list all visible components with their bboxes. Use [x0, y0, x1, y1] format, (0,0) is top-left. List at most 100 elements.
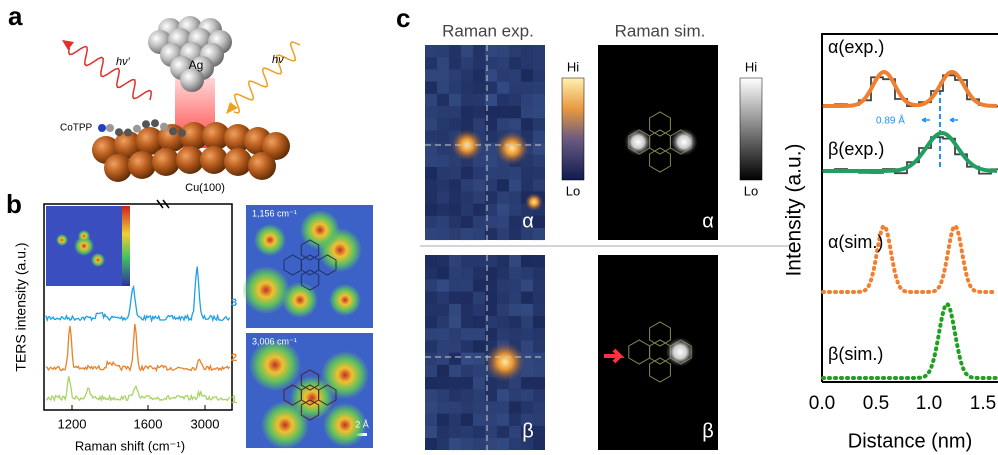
- noise-cell: [449, 413, 461, 426]
- noise-cell: [425, 142, 437, 155]
- noise-cell: [485, 69, 497, 82]
- profile-plot: [821, 33, 998, 383]
- noise-cell: [473, 267, 485, 280]
- noise-cell: [533, 179, 545, 192]
- inset-spot: [78, 230, 90, 242]
- noise-cell: [533, 303, 545, 316]
- sim-spot: [665, 337, 695, 367]
- noise-cell: [533, 142, 545, 155]
- noise-cell: [497, 167, 509, 180]
- colorbar-low: Lo: [566, 183, 580, 198]
- trace-label: 3: [231, 297, 237, 309]
- noise-cell: [521, 316, 533, 329]
- noise-cell: [449, 179, 461, 192]
- map-blob: [290, 376, 334, 420]
- noise-cell: [497, 81, 509, 94]
- noise-cell: [497, 425, 509, 438]
- noise-cell: [425, 279, 437, 292]
- noise-cell: [425, 303, 437, 316]
- molecule-atom: [133, 124, 141, 133]
- noise-cell: [497, 93, 509, 106]
- noise-cell: [473, 279, 485, 291]
- noise-cell: [473, 118, 485, 131]
- photon-label: hν′: [116, 56, 131, 68]
- noise-cell: [437, 316, 449, 329]
- noise-cell: [449, 215, 461, 228]
- molecule-atom: [178, 128, 186, 137]
- noise-cell: [461, 167, 473, 180]
- noise-cell: [485, 279, 497, 292]
- noise-cell: [437, 438, 449, 451]
- noise-cell: [473, 425, 485, 438]
- molecule-ring: [649, 321, 671, 347]
- noise-cell: [425, 106, 437, 119]
- noise-cell: [425, 45, 437, 58]
- photon-in: [233, 41, 301, 114]
- map-blob: [300, 210, 340, 250]
- cu-atom: [114, 131, 142, 159]
- map-blob: [329, 284, 361, 316]
- colorbar-high: Hi: [745, 59, 757, 74]
- profile-curve: [821, 301, 998, 380]
- noise-cell: [533, 255, 545, 268]
- noise-cell: [425, 316, 437, 329]
- noise-cell: [437, 425, 449, 438]
- noise-cell: [449, 106, 461, 119]
- noise-cell: [473, 438, 485, 451]
- noise-cell: [509, 438, 521, 451]
- profile-curve: [821, 223, 998, 294]
- schematic: [62, 16, 301, 182]
- noise-cell: [509, 215, 521, 228]
- noise-cell: [425, 57, 437, 70]
- noise-cell: [485, 93, 497, 106]
- panel-label: c: [396, 3, 410, 33]
- arrows: [921, 117, 958, 123]
- noise-cell: [509, 316, 521, 329]
- noise-cell: [425, 228, 437, 241]
- noise-cell: [497, 291, 509, 304]
- noise-cell: [425, 425, 437, 438]
- noise-cell: [473, 179, 485, 192]
- co-atom: [98, 124, 106, 132]
- arrowhead: [62, 40, 74, 50]
- noise-cell: [497, 57, 509, 70]
- noise-cell: [437, 328, 449, 341]
- map-blob: [249, 339, 301, 391]
- noise-cell: [485, 191, 497, 204]
- colorbar-high: Hi: [567, 59, 579, 74]
- noise-cell: [425, 389, 437, 402]
- noise-cell: [473, 328, 485, 341]
- noise-cell: [473, 191, 485, 204]
- noise-cell: [485, 179, 497, 192]
- cu-atom: [152, 148, 180, 176]
- noise-cell: [473, 57, 485, 70]
- noise-cell: [521, 389, 533, 402]
- cu-atom: [136, 127, 164, 155]
- noise-cell: [485, 118, 497, 131]
- noise-cell: [509, 279, 521, 292]
- noise-cell: [449, 45, 461, 58]
- noise-cell: [521, 328, 533, 341]
- x-tick-label: 0.5: [863, 393, 889, 414]
- molecule-ring: [649, 147, 671, 173]
- curve-label: β(sim.): [828, 344, 883, 364]
- noise-cell: [521, 401, 533, 414]
- noise-cell: [425, 438, 437, 451]
- noise-cell: [461, 291, 473, 304]
- image-bg: [598, 45, 718, 240]
- noise-cell: [509, 228, 521, 241]
- noise-cell: [473, 203, 485, 216]
- noise-cell: [497, 69, 509, 82]
- cu-atom: [224, 148, 252, 176]
- arrowhead: [226, 102, 238, 114]
- noise-cell: [509, 106, 521, 118]
- noise-cell: [497, 106, 509, 118]
- noise-cell: [425, 118, 437, 131]
- noise-cell: [473, 81, 485, 94]
- noise-cell: [449, 303, 461, 316]
- cu-atom: [202, 122, 230, 150]
- noise-cell: [449, 364, 461, 377]
- noise-cell: [473, 45, 485, 58]
- noise-cell: [521, 45, 533, 58]
- noise-cell: [497, 279, 509, 292]
